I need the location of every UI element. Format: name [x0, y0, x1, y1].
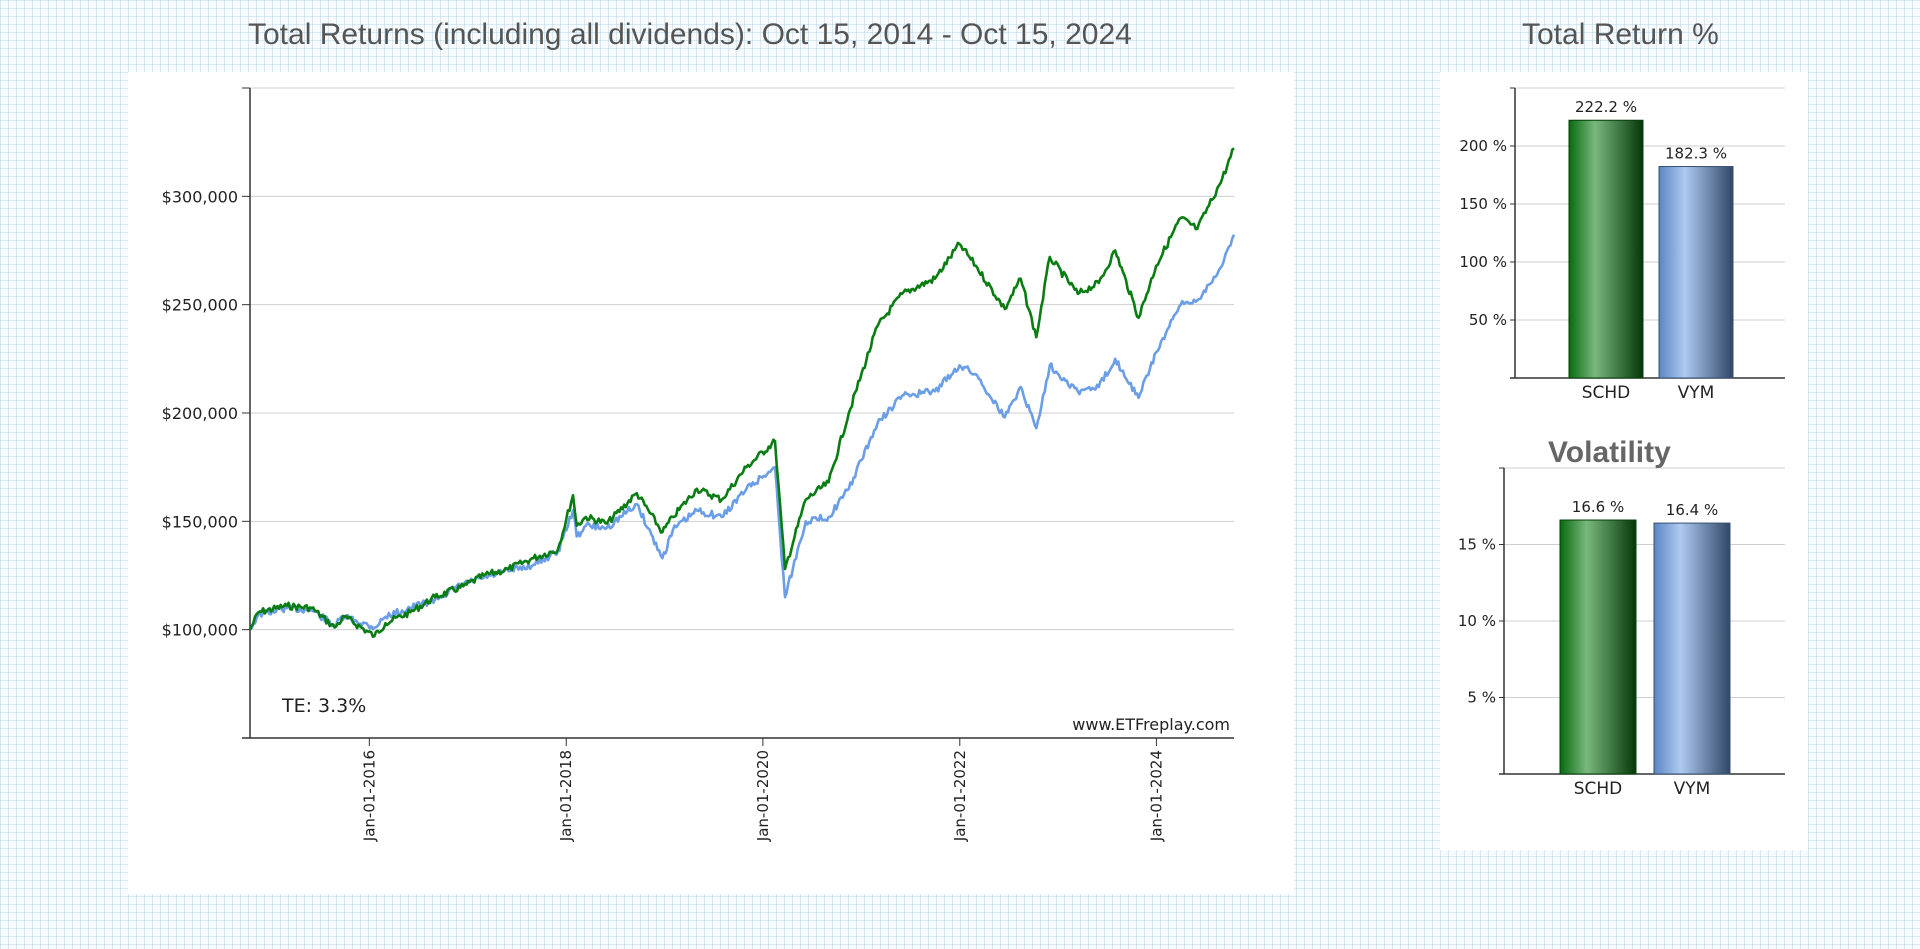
y-tick-label: $300,000 — [162, 187, 238, 206]
y-tick-label: $200,000 — [162, 404, 238, 423]
tracking-error-annotation: TE: 3.3% — [281, 695, 366, 717]
y-tick-label: $250,000 — [162, 296, 238, 315]
schd-series-line — [248, 147, 1235, 639]
growth-chart-panel: $100,000 $150,000 $200,000 $250,000 $300,000… — [128, 72, 1294, 894]
volatility-y-tick-label: 10 % — [1458, 612, 1496, 630]
total-return-bar-vym — [1658, 166, 1734, 379]
total-return-category-label: VYM — [1678, 383, 1715, 402]
x-tick-label: Jan-01-2018 — [557, 750, 575, 842]
x-tick-label: Jan-01-2016 — [360, 750, 378, 842]
y-tick-label: $100,000 — [162, 621, 238, 640]
total-return-value-label: 222.2 % — [1575, 98, 1637, 116]
volatility-value-label: 16.6 % — [1572, 498, 1624, 516]
x-tick-label: Jan-01-2020 — [754, 750, 772, 842]
growth-line-chart: $100,000 $150,000 $200,000 $250,000 $300,000… — [162, 87, 1236, 842]
x-tick-label: Jan-01-2022 — [951, 750, 969, 842]
watermark: www.ETFreplay.com — [1072, 715, 1230, 734]
volatility-bar-schd — [1559, 519, 1637, 775]
volatility-bar-chart: 5 % 10 % 15 % 16.6 % SCHD 16.4 % VYM — [1458, 467, 1785, 799]
volatility-bar-vym — [1653, 522, 1731, 775]
total-return-y-tick-label: 200 % — [1459, 137, 1507, 155]
total-return-bar-schd — [1568, 119, 1644, 379]
volatility-y-tick-label: 5 % — [1467, 689, 1496, 707]
volatility-value-label: 16.4 % — [1666, 501, 1718, 519]
volatility-y-tick-label: 15 % — [1458, 536, 1496, 554]
total-return-title: Total Return % — [1522, 18, 1719, 51]
vym-series-line — [249, 234, 1236, 631]
comparison-panel: 50 % 100 % 150 % 200 % 222.2 % SCHD 182.3 % VYM… — [1440, 72, 1808, 850]
volatility-category-label: SCHD — [1574, 779, 1623, 799]
total-return-y-tick-label: 50 % — [1469, 311, 1507, 329]
total-return-category-label: SCHD — [1582, 383, 1631, 402]
total-return-value-label: 182.3 % — [1665, 145, 1727, 163]
x-tick-label: Jan-01-2024 — [1147, 750, 1165, 842]
total-return-bar-chart: 50 % 100 % 150 % 200 % 222.2 % SCHD 182.3 % VYM — [1459, 87, 1785, 402]
volatility-category-label: VYM — [1674, 779, 1711, 799]
total-return-y-tick-label: 100 % — [1459, 253, 1507, 271]
y-tick-label: $150,000 — [162, 512, 238, 531]
main-chart-title: Total Returns (including all dividends):… — [248, 18, 1132, 51]
total-return-y-tick-label: 150 % — [1459, 195, 1507, 213]
volatility-title: Volatility — [1548, 436, 1671, 469]
